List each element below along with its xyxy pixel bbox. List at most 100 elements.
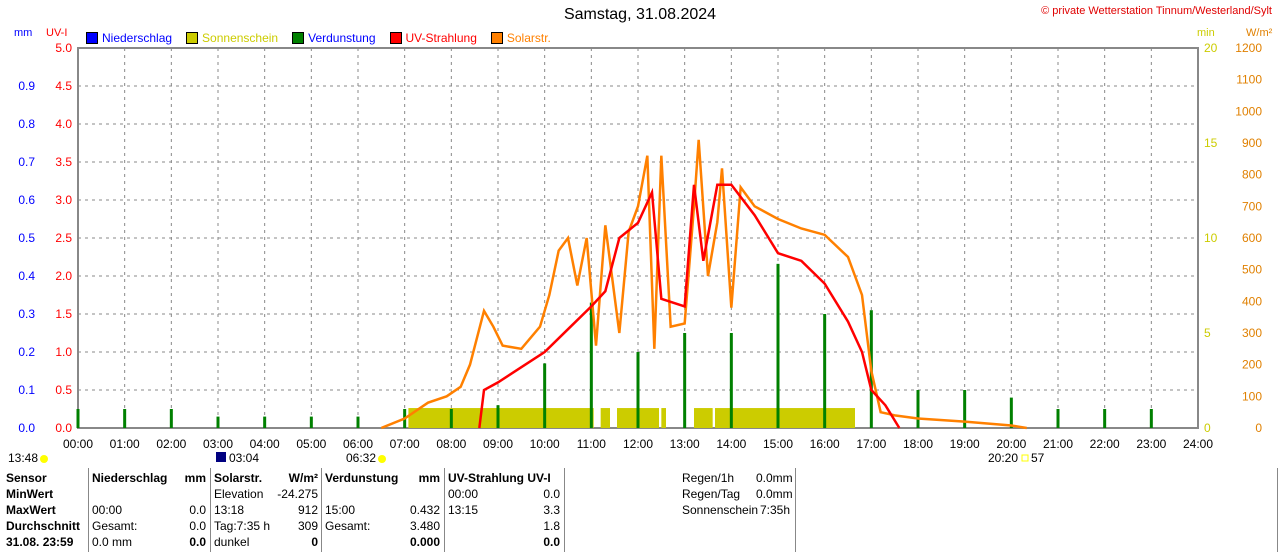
solar-line (380, 139, 1027, 430)
evaporation-bar (589, 302, 593, 428)
uv-tick-label: 1.5 (55, 307, 72, 321)
wm-tick-label: 300 (1242, 326, 1262, 340)
verd-header: Verdunstung (325, 471, 399, 485)
avg-label: Durchschnitt (6, 519, 81, 533)
solar-header: Solarstr. (214, 471, 263, 485)
mm-tick-label: 0.4 (18, 269, 35, 283)
evaporation-bar (309, 416, 313, 428)
niederschlag-column: Niederschlag mm 00:00 0.0 Gesamt: 0.0 0.0 m… (90, 470, 208, 550)
wm-tick-label: 700 (1242, 199, 1262, 213)
evaporation-bar (1103, 409, 1107, 428)
moonrise-time: 03:04 (229, 451, 260, 465)
uv-unit: UV-I (46, 27, 68, 39)
uv-current: 0.0 (543, 535, 560, 549)
uv-column: UV-Strahlung UV-I 00:00 0.0 13:15 3.3 1.8 … (446, 470, 562, 550)
uv-tick-label: 0.0 (55, 421, 72, 435)
min-unit: min (1197, 27, 1215, 39)
wm-tick-label: 500 (1242, 263, 1262, 277)
legend-item: Solarstr. (490, 31, 551, 45)
legend-label: Sonnenschein (202, 31, 279, 45)
uv-tick-label: 2.5 (55, 231, 72, 245)
summary-column: Regen/1h 0.0mm Regen/Tag 0.0mm Sonnenschei… (680, 470, 793, 518)
legend-label: Verdunstung (308, 31, 376, 45)
mm-tick-label: 0.6 (18, 193, 35, 207)
sunset-time: 20:20 (988, 451, 1019, 465)
sunshine-bar (408, 408, 594, 428)
x-tick-label: 13:00 (670, 437, 700, 451)
nied-max: 0.0 (189, 503, 206, 517)
x-tick-label: 09:00 (483, 437, 513, 451)
verd-unit: mm (418, 471, 440, 485)
legend-swatch (389, 32, 402, 44)
wm-tick-label: 200 (1242, 358, 1262, 372)
min-tick-label: 20 (1204, 41, 1218, 55)
x-tick-label: 17:00 (856, 437, 886, 451)
x-tick-label: 11:00 (577, 437, 606, 451)
moon-icon (40, 455, 48, 463)
evaporation-bar (963, 390, 967, 428)
uv-avg: 1.8 (543, 519, 560, 533)
legend-swatch (86, 32, 98, 44)
x-tick-label: 03:00 (203, 437, 233, 451)
evaporation-bar (1149, 409, 1153, 428)
uv-max: 3.3 (543, 503, 560, 517)
evaporation-bar (543, 363, 547, 428)
x-tick-label: 22:00 (1090, 437, 1120, 451)
evaporation-bar (496, 405, 500, 428)
sunshine-total: 7:35h (759, 503, 790, 517)
x-tick-label: 20:00 (996, 437, 1026, 451)
evaporation-bar (263, 416, 267, 428)
nied-current: 0.0 (189, 535, 206, 549)
wm-unit: W/m² (1246, 27, 1273, 39)
x-tick-label: 10:00 (530, 437, 560, 451)
min-tick-label: 15 (1204, 136, 1218, 150)
uv-tick-label: 5.0 (55, 41, 72, 55)
wm-tick-label: 0 (1255, 421, 1262, 435)
rain-1h-label: Regen/1h (682, 471, 735, 485)
evaporation-bar (776, 263, 780, 428)
rain-1h: 0.0mm (756, 471, 793, 485)
x-tick-label: 14:00 (716, 437, 746, 451)
wm-tick-label: 1200 (1235, 41, 1262, 55)
sensor-column: Sensor MinWert MaxWert Durchschnitt 31.0… (4, 470, 88, 550)
x-tick-label: 21:00 (1043, 437, 1073, 451)
mm-tick-label: 0.7 (18, 155, 35, 169)
x-tick-label: 16:00 (810, 437, 840, 451)
uv-min-time: 00:00 (448, 487, 479, 501)
chart-title: Samstag, 31.08.2024 (563, 6, 717, 23)
nied-max-time: 00:00 (92, 503, 123, 517)
sunshine-bar (694, 408, 713, 428)
x-tick-label: 08:00 (436, 437, 466, 451)
sunshine-bar (661, 408, 666, 428)
max-label: MaxWert (6, 503, 56, 517)
solar-elevation-label: Elevation (214, 487, 264, 501)
legend-swatch (490, 32, 503, 44)
uv-tick-label: 3.0 (55, 193, 72, 207)
evaporation-bar (169, 409, 173, 428)
sunset-extra: 57 (1031, 451, 1045, 465)
uv-tick-label: 1.0 (55, 345, 72, 359)
evaporation-bar (123, 409, 127, 428)
solar-avg: 309 (297, 519, 318, 533)
legend-swatch (292, 32, 305, 44)
wm-tick-label: 600 (1242, 231, 1262, 245)
solar-max-time: 13:18 (214, 503, 245, 517)
wm-tick-label: 100 (1242, 389, 1262, 403)
mm-tick-label: 0.5 (18, 231, 35, 245)
evaporation-bar (1056, 409, 1060, 428)
uv-tick-label: 4.5 (55, 79, 72, 93)
solar-elevation: -24.275 (277, 487, 318, 501)
verdunstung-column: Verdunstung mm 15:00 0.432 Gesamt: 3.480 0.… (323, 470, 442, 550)
sunshine-label: Sonnenschein (682, 503, 759, 517)
evaporation-bar (916, 390, 920, 428)
x-tick-label: 05:00 (296, 437, 326, 451)
evaporation-bar (216, 416, 220, 428)
mm-tick-label: 0.8 (18, 117, 35, 131)
wm-tick-label: 1000 (1235, 104, 1262, 118)
x-tick-label: 15:00 (763, 437, 793, 451)
x-tick-label: 23:00 (1136, 437, 1166, 451)
min-tick-label: 10 (1204, 231, 1218, 245)
solar-current: 0 (311, 535, 318, 549)
moonset-time: 13:48 (8, 451, 39, 465)
sunrise-time: 06:32 (346, 451, 377, 465)
